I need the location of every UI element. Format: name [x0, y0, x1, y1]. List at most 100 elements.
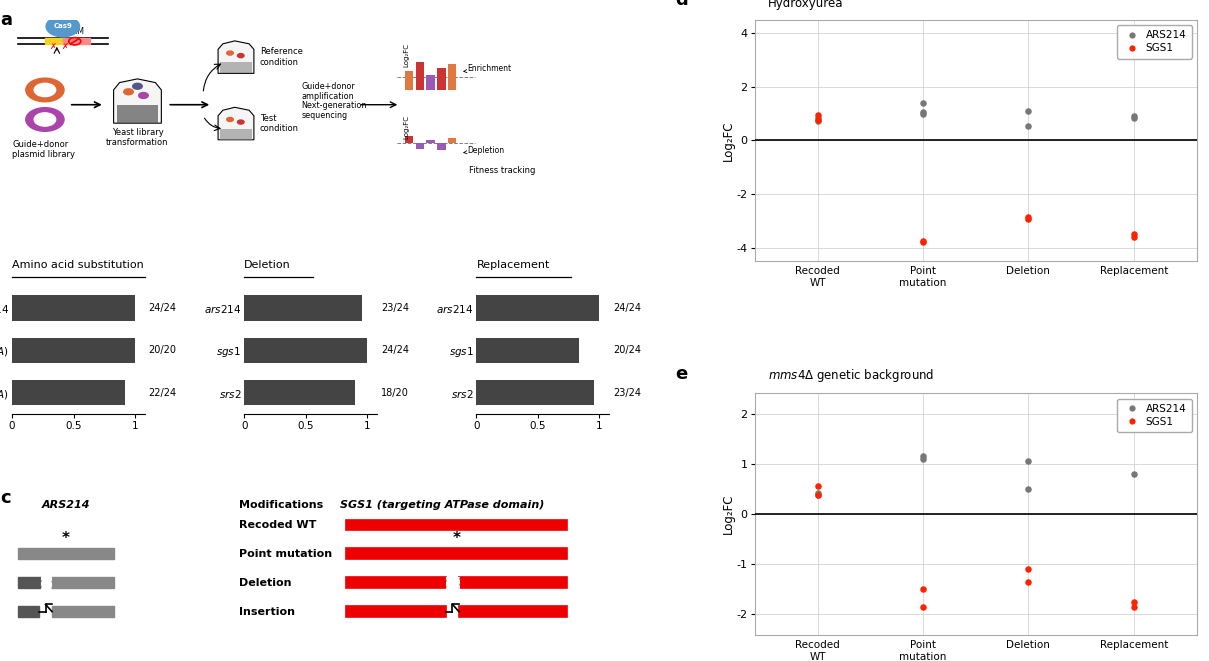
Bar	[449, 138, 456, 143]
Text: Replacement: Replacement	[476, 260, 550, 270]
Point	[808, 115, 827, 126]
Text: 22/24: 22/24	[149, 387, 177, 397]
Bar	[63, 38, 89, 44]
Point	[914, 237, 933, 247]
Point	[1124, 469, 1144, 479]
Text: SGS1 (targeting ATPase domain): SGS1 (targeting ATPase domain)	[340, 500, 544, 510]
Circle shape	[139, 93, 149, 98]
Y-axis label: Log₂FC: Log₂FC	[722, 120, 735, 161]
Point	[1124, 111, 1144, 122]
Bar	[12, 295, 135, 321]
Text: Test
condition: Test condition	[260, 114, 299, 134]
Bar	[476, 380, 594, 405]
Circle shape	[25, 108, 64, 132]
Point	[808, 110, 827, 120]
Bar	[347, 549, 567, 559]
Circle shape	[237, 120, 244, 124]
Polygon shape	[220, 62, 251, 73]
Point	[1019, 576, 1039, 587]
Text: e: e	[675, 365, 687, 383]
Point	[1019, 106, 1039, 116]
Circle shape	[133, 83, 143, 89]
Legend: ARS214, SGS1: ARS214, SGS1	[1117, 25, 1192, 59]
Text: $\it{mms4\Delta}$ genetic background: $\it{mms4\Delta}$ genetic background	[768, 367, 935, 384]
Bar	[416, 143, 424, 149]
Text: Recoded WT: Recoded WT	[239, 520, 317, 530]
Bar	[405, 71, 413, 90]
Bar	[18, 549, 114, 559]
Bar	[52, 578, 114, 588]
Bar	[244, 338, 368, 363]
Point	[1019, 564, 1039, 574]
Text: Guide+donor
amplification: Guide+donor amplification	[302, 82, 355, 102]
Point	[808, 481, 827, 492]
Point	[1124, 597, 1144, 607]
Text: 23/24: 23/24	[381, 303, 409, 313]
Point	[808, 116, 827, 126]
Y-axis label: Log₂FC: Log₂FC	[722, 494, 735, 534]
Text: Hydroxyurea: Hydroxyurea	[768, 0, 844, 10]
Text: Deletion: Deletion	[244, 260, 291, 270]
Bar	[12, 380, 125, 405]
Bar	[476, 295, 600, 321]
Text: Cas9: Cas9	[53, 24, 73, 30]
Bar	[449, 64, 456, 90]
Circle shape	[25, 78, 64, 102]
Text: *: *	[62, 531, 70, 547]
Point	[1124, 231, 1144, 242]
Point	[914, 602, 933, 612]
Bar	[446, 578, 459, 588]
Bar	[438, 68, 446, 90]
Text: Point mutation: Point mutation	[239, 549, 332, 559]
Text: 20/20: 20/20	[149, 345, 177, 355]
Text: Guide+donor
plasmid library: Guide+donor plasmid library	[12, 139, 75, 159]
Bar	[347, 578, 446, 588]
Text: PAM: PAM	[69, 27, 85, 36]
Text: Modifications: Modifications	[239, 500, 323, 510]
Bar	[427, 139, 435, 143]
Circle shape	[237, 54, 244, 58]
Point	[1124, 229, 1144, 239]
Text: Depletion: Depletion	[464, 145, 504, 155]
Circle shape	[34, 83, 56, 97]
Text: Next-generation
sequencing: Next-generation sequencing	[302, 100, 368, 120]
Point	[1019, 120, 1039, 131]
Point	[914, 108, 933, 119]
Text: *: *	[453, 531, 461, 547]
Text: Enrichment: Enrichment	[464, 65, 511, 73]
Circle shape	[34, 113, 56, 126]
Text: 18/20: 18/20	[381, 387, 409, 397]
Text: ✗: ✗	[62, 42, 68, 51]
Text: 24/24: 24/24	[149, 303, 177, 313]
Point	[914, 107, 933, 118]
Point	[1019, 212, 1039, 222]
Point	[1019, 456, 1039, 467]
Polygon shape	[116, 104, 158, 123]
Text: Deletion: Deletion	[239, 578, 291, 588]
Bar	[12, 338, 135, 363]
Point	[914, 451, 933, 461]
Text: d: d	[675, 0, 688, 9]
Point	[808, 488, 827, 498]
Text: 24/24: 24/24	[381, 345, 409, 355]
Text: 24/24: 24/24	[613, 303, 641, 313]
Bar	[244, 380, 355, 405]
Text: Log₂FC: Log₂FC	[403, 115, 409, 139]
Text: 23/24: 23/24	[613, 387, 641, 397]
Legend: ARS214, SGS1: ARS214, SGS1	[1117, 399, 1192, 432]
Point	[808, 112, 827, 123]
Bar	[45, 38, 75, 44]
Circle shape	[46, 16, 80, 37]
Text: Log₂FC: Log₂FC	[403, 43, 409, 67]
Bar	[347, 520, 567, 530]
Point	[914, 98, 933, 108]
Text: 20/24: 20/24	[613, 345, 641, 355]
Bar	[347, 606, 446, 617]
Circle shape	[227, 118, 233, 122]
Point	[1124, 602, 1144, 612]
Bar	[459, 578, 567, 588]
Bar	[405, 136, 413, 143]
Polygon shape	[220, 129, 251, 139]
Circle shape	[123, 89, 133, 95]
Point	[914, 584, 933, 595]
